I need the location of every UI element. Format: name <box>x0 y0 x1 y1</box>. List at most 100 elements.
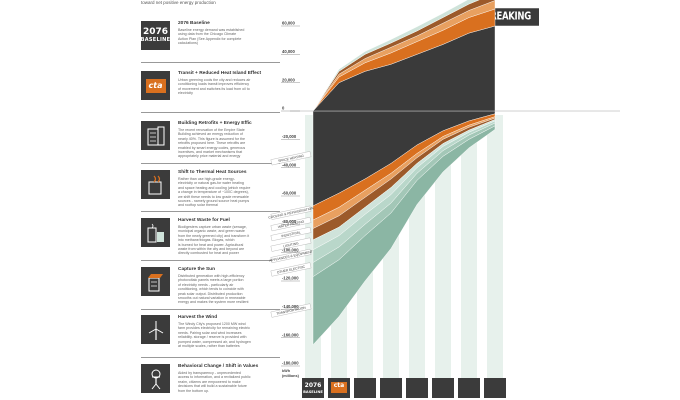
panel-title: Behavioral Change / Shift in Values <box>178 364 259 369</box>
desc-line: conditioning loads transit improves effi… <box>178 82 250 87</box>
y-tick-label: -20,000 <box>282 134 297 139</box>
panel-description: Urban greening cools the city and reduce… <box>178 78 278 96</box>
desc-line: photovoltaic panels meets a large portio… <box>178 278 244 283</box>
solar-capture-icon <box>141 267 170 296</box>
y-tick-label: -80,000 <box>282 219 297 224</box>
series-label-tag <box>270 226 312 242</box>
series-label-text: OTHER ELECTRIC <box>277 265 307 275</box>
x-category-box <box>302 378 324 398</box>
cta-block <box>331 382 347 393</box>
x-category-icon-4 <box>406 378 428 398</box>
y-tick-label: 20,000 <box>282 77 295 82</box>
panel-title: Shift to Thermal Heat Sources <box>178 170 247 175</box>
desc-line: sources - namely ground source heat pump… <box>178 199 250 204</box>
desc-line: electricity or natural gas-for water hea… <box>178 181 244 186</box>
x-category-box <box>406 378 428 398</box>
icon-text-baseline: BASELINE <box>140 36 171 43</box>
desc-line: decisions that will build a sustainable … <box>178 384 247 389</box>
divider <box>141 112 280 113</box>
y-tick-label: 40,000 <box>282 49 295 54</box>
y-tick-label: -60,000 <box>282 191 297 196</box>
desc-line: enabled by smart energy codes, generous <box>178 145 246 150</box>
thermal-heat-icon <box>141 170 170 199</box>
desc-line: The recent renovation of the Empire Stat… <box>178 128 245 132</box>
desc-line: reliability. storage / reserve is provid… <box>178 335 247 340</box>
desc-line: and space heating and cooling (which req… <box>178 185 251 190</box>
desc-line: from the newly greened city) and transfo… <box>178 233 250 238</box>
building-retrofit-icon <box>141 121 170 150</box>
column-guide <box>435 115 451 380</box>
panel-description: Aided by transparency - unprecedented ac… <box>178 371 278 393</box>
series-label-tag <box>270 303 312 318</box>
panel-description: Distributed generation with high-efficie… <box>178 274 278 305</box>
x-category-text: cta <box>334 382 344 389</box>
y-tick-label: -140,000 <box>282 304 299 309</box>
icon-text-cta: cta <box>148 81 163 90</box>
series-label-4: LIGHTING <box>270 237 312 252</box>
series-label-tag <box>270 217 312 232</box>
desc-line: nearly 40%. This figure is assumed for t… <box>178 136 246 141</box>
desc-line: Aided by transparency - unprecedented <box>178 371 241 375</box>
desc-line: Building achieved an energy reduction of <box>178 132 243 137</box>
panel-title: Building Retrofits + Energy Effic <box>178 121 252 126</box>
desc-line: peak solar output. Distributed productio… <box>178 291 243 296</box>
series-label-tag <box>270 237 312 252</box>
x-category-text: 2076 <box>305 382 322 389</box>
desc-line: realm, citizens are empowered to make <box>178 379 241 384</box>
divider <box>141 357 280 358</box>
x-category-icon-6 <box>458 378 480 398</box>
x-category-icon-1: cta <box>328 378 350 398</box>
panel-title: Harvest Waste for Fuel <box>178 218 230 223</box>
desc-line: at multiple scales, rather than batterie… <box>178 344 240 349</box>
series-area-7 <box>312 125 496 346</box>
x-category-box <box>432 378 454 398</box>
page-subtitle: toward net positive energy production <box>141 0 216 5</box>
desc-line: using data from the Chicago Climate <box>178 32 237 37</box>
cta-logo-icon: cta <box>141 71 170 100</box>
series-label-tag <box>270 205 312 220</box>
desc-line: we shift these needs to low grade renewa… <box>178 194 249 199</box>
series-label-0: SPACE HEATING <box>270 151 312 166</box>
series-label-text: TRANSPORTATION <box>276 306 307 316</box>
panel-description: The recent renovation of the Empire Stat… <box>178 128 278 159</box>
desc-line: needs. Pairing solar and wind increases <box>178 330 242 335</box>
desc-line: from the bottom up. <box>178 388 210 393</box>
desc-line: electricity <box>178 91 193 96</box>
x-category-box <box>354 378 376 398</box>
desc-line: Distributed generation with high-efficie… <box>178 274 245 278</box>
series-label-text: SPACE HEATING <box>278 154 305 163</box>
panel-description: Biodigesters capture urban waste (sewage… <box>178 225 278 256</box>
desc-line: Rather than use high-grade energy- <box>178 177 235 181</box>
column-guide <box>487 115 503 380</box>
series-label-text: LIGHTING <box>283 241 299 248</box>
desc-line: of electricity needs - particularly air <box>178 282 234 287</box>
series-area-12 <box>312 0 480 112</box>
desc-line: directly combusted for heat and power <box>178 251 239 256</box>
y-tick-label: -120,000 <box>282 276 299 281</box>
desc-line: pumped water, compressed air, and hydrog… <box>178 339 251 344</box>
desc-line: conditioning, which tends to coincide wi… <box>178 287 244 292</box>
series-label-tag <box>270 151 312 166</box>
desc-line: into methane/biogas. Biogas, which <box>178 238 235 243</box>
panel-title: Harvest the Wind <box>178 315 218 320</box>
desc-line: municipal organic waste, and green waste <box>178 229 245 234</box>
desc-line: Biodigesters capture urban waste (sewage… <box>178 225 247 229</box>
desc-line: energy and makes the system more resilie… <box>178 300 249 305</box>
panel-title: Capture the Sun <box>178 267 216 272</box>
series-label-3: INDUSTRIAL <box>270 226 312 242</box>
desc-line: access to information, and a revitalized… <box>178 375 251 380</box>
desc-line: of movement and switches its load from o… <box>178 86 250 91</box>
wind-turbine-icon <box>141 315 170 344</box>
series-label-tag <box>270 262 312 277</box>
desc-line: Urban greening cools the city and reduce… <box>178 78 251 82</box>
desc-line: appropriately price material and energy <box>178 154 241 159</box>
series-label-tag <box>270 248 312 263</box>
icon-text-2076: 2076 <box>142 26 169 37</box>
series-label-7: TRANSPORTATION <box>270 303 312 318</box>
y-axis-label: kWh <box>282 369 291 373</box>
desc-line: Action Plan (See Appendix for complete <box>178 36 242 41</box>
globe-figure-icon <box>141 364 170 393</box>
y-tick-label: -40,000 <box>282 162 297 167</box>
x-category-box <box>484 378 506 398</box>
